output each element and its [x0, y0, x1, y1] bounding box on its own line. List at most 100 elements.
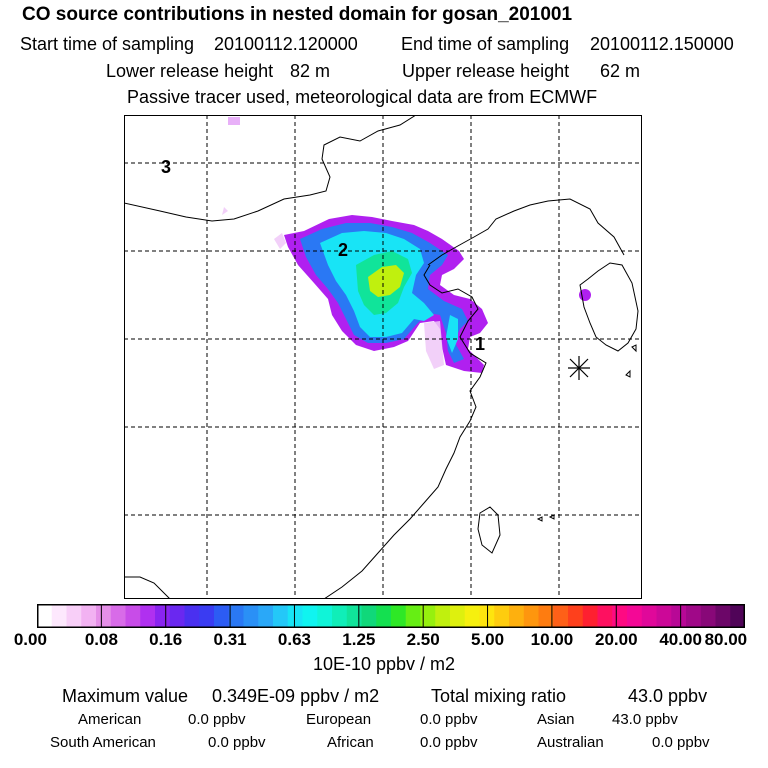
colorbar-tick-label: 40.00 [659, 630, 702, 649]
map-label-2: 2 [338, 240, 348, 260]
colorbar-swatch [258, 604, 274, 628]
coastlines [124, 115, 639, 599]
plume-yellow [368, 265, 404, 297]
grid-lines [124, 115, 642, 599]
colorbar-swatch [656, 604, 672, 628]
map-frame [124, 115, 642, 599]
tracer-note: Passive tracer used, meteorological data… [127, 87, 598, 107]
colorbar-swatch [420, 604, 436, 628]
total-mixing-value: 43.0 ppbv [628, 686, 708, 706]
region-name: African [327, 734, 374, 751]
colorbar-swatch [125, 604, 141, 628]
colorbar-swatch [243, 604, 259, 628]
colorbar-swatch [715, 604, 731, 628]
colorbar-swatch [302, 604, 318, 628]
colorbar-swatch [96, 604, 112, 628]
colorbar-tick-label: 80.00 [704, 630, 748, 649]
colorbar-swatch [641, 604, 658, 628]
coastline-north [124, 115, 417, 222]
plume [222, 117, 591, 373]
colorbar-swatch [273, 604, 289, 628]
colorbar-swatch [597, 604, 613, 628]
colorbar-tick-label: 0.08 [84, 630, 118, 649]
colorbar-swatch [346, 604, 363, 628]
colorbar-swatch [199, 604, 215, 628]
colorbar-tick-label: 0.63 [277, 630, 311, 649]
colorbar-swatch [376, 604, 392, 628]
colorbar-swatch [686, 604, 702, 628]
colorbar-swatch [228, 604, 245, 628]
colorbar-swatch [523, 604, 540, 628]
colorbar [37, 604, 745, 628]
colorbar-swatch [140, 604, 156, 628]
region-name: South American [50, 734, 156, 751]
colorbar-swatch [450, 604, 466, 628]
region-value: 0.0 ppbv [208, 734, 266, 751]
region-value: 0.0 ppbv [188, 711, 246, 728]
region-value: 0.0 ppbv [420, 734, 478, 751]
colorbar-tick-label: 2.50 [406, 630, 440, 649]
colorbar-swatch [317, 604, 333, 628]
plot-title: CO source contributions in nested domain… [22, 4, 573, 25]
colorbar-swatch [332, 604, 348, 628]
colorbar-swatch [214, 604, 230, 628]
colorbar-swatch [66, 604, 82, 628]
taiwan-outline [477, 506, 501, 554]
colorbar-swatch [553, 604, 569, 628]
colorbar-swatch [435, 604, 451, 628]
asterisk-icon [568, 356, 590, 380]
colorbar-swatch [110, 604, 127, 628]
colorbar-tick-label: 10.00 [530, 630, 574, 649]
colorbar-swatch [627, 604, 643, 628]
colorbar-swatch [612, 604, 628, 628]
colorbar-swatch [287, 604, 304, 628]
colorbar-tick-label: 0.16 [149, 630, 183, 649]
colorbar-swatch [405, 604, 422, 628]
map-label-3: 3 [161, 157, 171, 177]
coastline-korea [579, 262, 639, 352]
colorbar-swatch [730, 604, 745, 628]
colorbar-swatch [169, 604, 186, 628]
region-name: American [78, 711, 142, 728]
region-value: 43.0 ppbv [612, 711, 678, 728]
start-time-value: 20100112.120000 [214, 34, 358, 54]
colorbar-tick-label: 0.31 [213, 630, 247, 649]
lower-height-label: Lower release height [106, 61, 274, 81]
upper-height-label: Upper release height [402, 61, 570, 81]
region-value: 0.0 ppbv [420, 711, 478, 728]
colorbar-swatch [464, 604, 481, 628]
coastline-south [124, 576, 171, 599]
colorbar-swatch [509, 604, 525, 628]
colorbar-swatch [538, 604, 554, 628]
coastline-bohai [427, 198, 625, 266]
colorbar-swatch [671, 604, 687, 628]
region-name: Asian [537, 711, 575, 728]
colorbar-swatch [568, 604, 584, 628]
region-name: European [306, 711, 372, 728]
region-name: Australian [537, 734, 604, 751]
total-mixing-label: Total mixing ratio [431, 686, 567, 706]
colorbar-units: 10E-10 ppbv / m2 [312, 654, 456, 674]
colorbar-frame [37, 604, 745, 628]
start-time-label: Start time of sampling [20, 34, 195, 54]
coastline-east [323, 264, 487, 599]
end-time-value: 20100112.150000 [590, 34, 734, 54]
max-value: 0.349E-09 ppbv / m2 [212, 686, 380, 706]
colorbar-swatch [51, 604, 68, 628]
colorbar-swatch [81, 604, 97, 628]
map-label-1: 1 [475, 334, 485, 354]
colorbar-tick-label: 5.00 [470, 630, 505, 649]
region-value: 0.0 ppbv [652, 734, 710, 751]
asterisk-stroke [569, 358, 589, 378]
upper-height-value: 62 m [600, 61, 641, 81]
end-time-label: End time of sampling [401, 34, 570, 54]
colorbar-swatch [155, 604, 171, 628]
map-panel: 1 2 3 [124, 115, 642, 599]
islands [536, 344, 637, 522]
colorbar-swatch [391, 604, 407, 628]
colorbar-swatch [184, 604, 200, 628]
max-value-label: Maximum value [62, 686, 189, 706]
colorbar-swatch [361, 604, 377, 628]
colorbar-swatch [494, 604, 510, 628]
colorbar-tick-label: 0.00 [13, 630, 47, 649]
